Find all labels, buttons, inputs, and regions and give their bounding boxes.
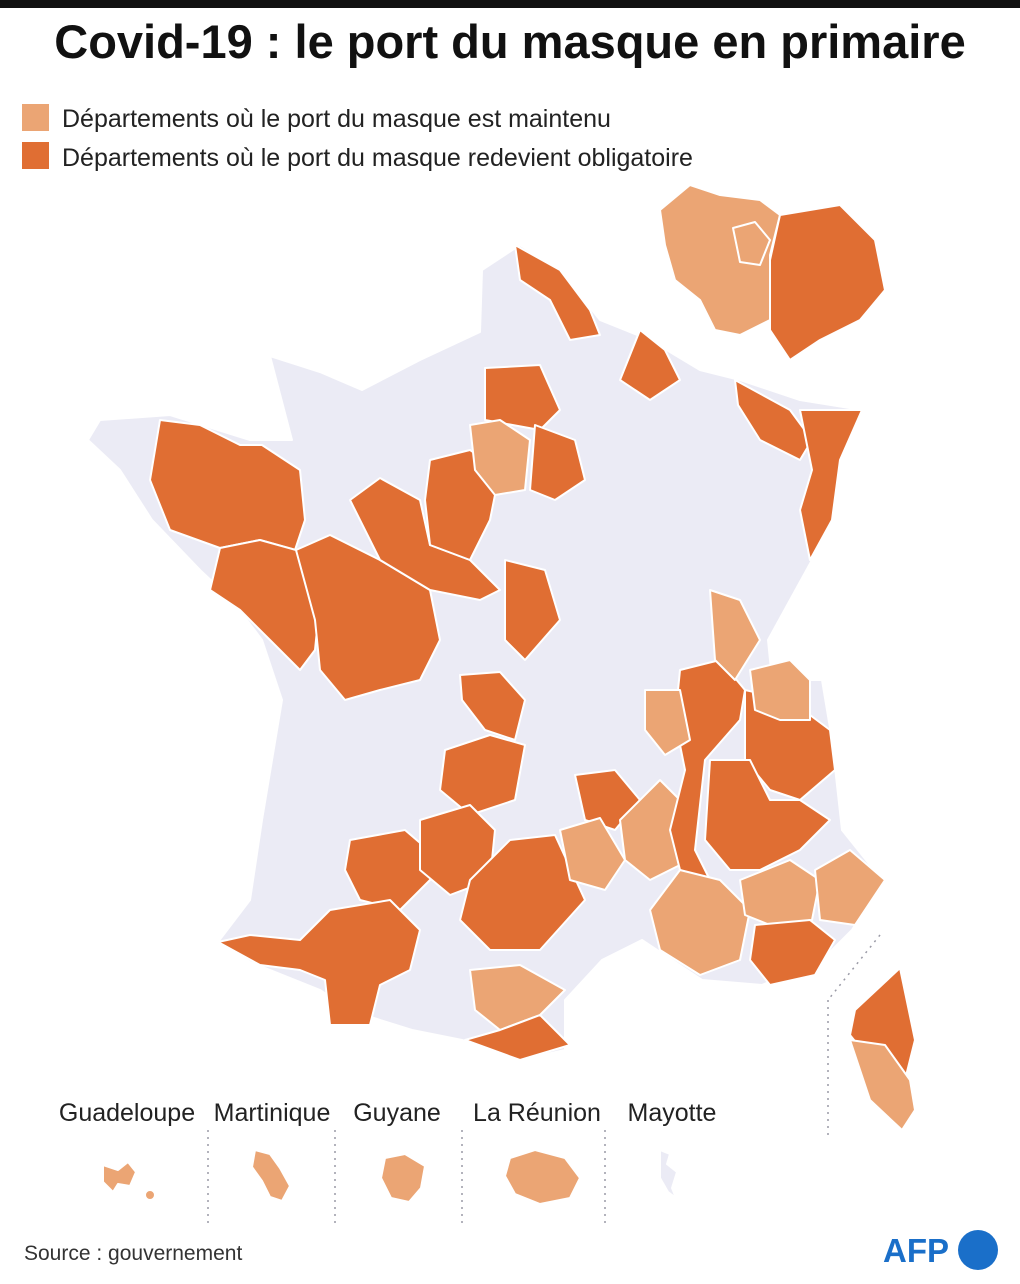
top-bar [0,0,1020,8]
source: Source : gouvernement [24,1242,242,1265]
overseas-label: La Réunion [473,1099,601,1127]
legend-label: Départements où le port du masque redevi… [62,144,693,172]
overseas-label: Martinique [214,1099,331,1127]
legend-swatch [22,142,49,169]
logo: AFP [883,1232,949,1269]
legend-label: Départements où le port du masque est ma… [62,105,611,133]
legend-swatch [22,104,49,131]
overseas-label: Mayotte [628,1099,717,1127]
overseas-label: Guadeloupe [59,1099,195,1127]
overseas: Guadeloupe Martinique Guyane La Réunion … [59,1099,717,1225]
overseas-label: Guyane [353,1099,441,1127]
france-map [87,184,916,1135]
logo-dot [958,1230,998,1270]
title: Covid-19 : le port du masque en primaire [54,15,965,68]
